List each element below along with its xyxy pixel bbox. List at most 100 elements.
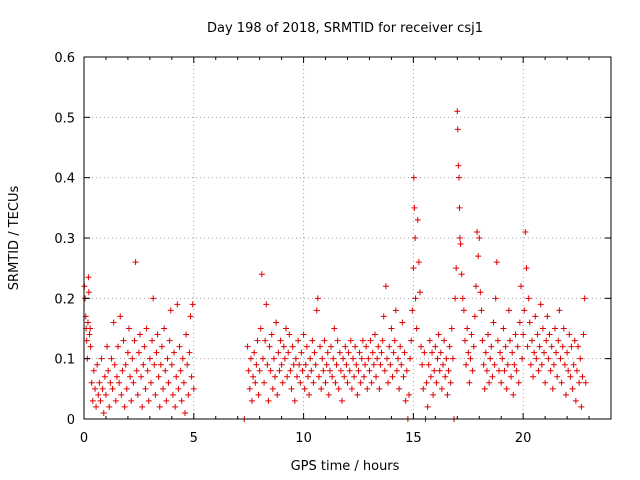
data-point xyxy=(472,283,479,290)
data-point xyxy=(180,379,187,386)
data-point xyxy=(287,367,294,374)
data-point xyxy=(267,367,274,374)
y-tick-label: 0 xyxy=(67,413,75,428)
data-point xyxy=(254,337,261,344)
data-point xyxy=(488,343,495,350)
data-point xyxy=(433,379,440,386)
data-point xyxy=(567,373,574,380)
data-point xyxy=(539,325,546,332)
data-point xyxy=(186,349,193,356)
data-point xyxy=(112,397,119,404)
data-point xyxy=(360,373,367,380)
data-point xyxy=(454,108,461,115)
data-point xyxy=(162,367,169,374)
data-point xyxy=(536,343,543,350)
data-point xyxy=(107,379,114,386)
data-point xyxy=(90,367,97,374)
data-point xyxy=(120,337,127,344)
data-point xyxy=(322,379,329,386)
data-point xyxy=(474,228,481,235)
data-point xyxy=(506,337,513,344)
data-point xyxy=(85,289,92,296)
data-point xyxy=(552,325,559,332)
data-point xyxy=(449,355,456,362)
y-tick-label: 0.5 xyxy=(54,111,75,126)
data-point xyxy=(286,331,293,338)
data-point xyxy=(562,391,569,398)
data-point xyxy=(398,361,405,368)
data-point xyxy=(106,403,113,410)
data-point xyxy=(88,379,95,386)
data-point xyxy=(344,379,351,386)
data-point xyxy=(121,403,128,410)
data-point xyxy=(568,343,575,350)
data-point xyxy=(457,241,464,248)
data-point xyxy=(499,355,506,362)
data-point xyxy=(144,367,151,374)
data-point xyxy=(413,325,420,332)
data-point xyxy=(110,319,117,326)
data-point xyxy=(517,283,524,290)
data-point xyxy=(97,397,104,404)
data-point xyxy=(141,343,148,350)
data-point xyxy=(109,385,116,392)
data-point xyxy=(357,379,364,386)
data-point xyxy=(480,361,487,368)
y-tick-label: 0.2 xyxy=(54,292,75,307)
data-point xyxy=(156,403,163,410)
data-point xyxy=(368,379,375,386)
data-point xyxy=(303,343,310,350)
data-point xyxy=(555,337,562,344)
data-point xyxy=(460,307,467,314)
data-point xyxy=(468,331,475,338)
data-point xyxy=(251,349,258,356)
data-point xyxy=(569,385,576,392)
data-point xyxy=(441,337,448,344)
data-point xyxy=(559,343,566,350)
data-point xyxy=(390,349,397,356)
data-point xyxy=(354,391,361,398)
data-point xyxy=(135,349,142,356)
data-point xyxy=(386,343,393,350)
data-point xyxy=(397,343,404,350)
x-tick-label: 15 xyxy=(405,431,422,446)
data-point xyxy=(309,337,316,344)
data-point xyxy=(452,295,459,302)
data-point xyxy=(105,367,112,374)
data-point xyxy=(273,319,280,326)
data-point xyxy=(104,343,111,350)
data-point xyxy=(259,355,266,362)
data-point xyxy=(131,337,138,344)
data-point xyxy=(564,349,571,356)
y-tick-label: 0.6 xyxy=(54,51,75,66)
data-point xyxy=(91,385,98,392)
data-point xyxy=(295,337,302,344)
data-point xyxy=(256,367,263,374)
data-point xyxy=(504,361,511,368)
data-point xyxy=(443,355,450,362)
data-point xyxy=(325,391,332,398)
data-point xyxy=(87,325,94,332)
data-point xyxy=(456,235,463,241)
data-point xyxy=(438,385,445,392)
data-point xyxy=(453,265,460,272)
data-point xyxy=(418,343,425,350)
data-point xyxy=(447,379,454,386)
data-point xyxy=(505,307,512,314)
data-point xyxy=(395,355,402,362)
tick-labels: 0 0.1 0.2 0.3 0.4 0.5 0.6 0 5 10 15 20 xyxy=(54,51,531,446)
data-point xyxy=(307,355,314,362)
data-point xyxy=(127,373,134,380)
data-point xyxy=(479,337,486,344)
data-point xyxy=(169,391,176,398)
data-point xyxy=(346,367,353,374)
data-point xyxy=(89,397,96,404)
data-point xyxy=(481,385,488,392)
data-point xyxy=(496,367,503,374)
data-point xyxy=(291,397,298,404)
data-point xyxy=(300,331,307,338)
data-point xyxy=(272,373,279,380)
data-point xyxy=(317,343,324,350)
data-point xyxy=(393,367,400,374)
data-point xyxy=(520,331,527,338)
